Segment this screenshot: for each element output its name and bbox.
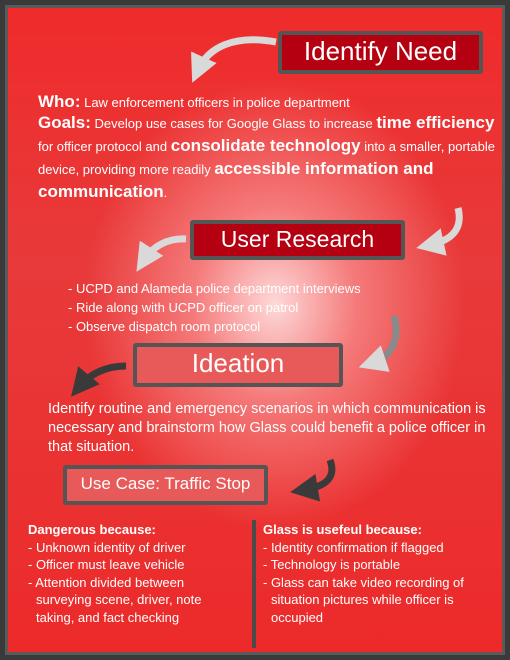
useful-heading: Glass is usefeul because:: [263, 522, 422, 537]
list-item: - Unknown identity of driver: [28, 539, 186, 555]
arrow-research-to-items: [136, 235, 187, 272]
flow-arrows: [71, 36, 463, 502]
who-label: Who:: [38, 92, 81, 111]
list-item: - Attention divided between surveying sc…: [28, 574, 202, 625]
useful-list: - Identity confirmation if flagged - Tec…: [263, 539, 498, 627]
ideation-description: Identify routine and emergency scenarios…: [48, 401, 486, 455]
goal-time-efficiency: time efficiency: [376, 113, 495, 132]
list-item: - Officer must leave vehicle: [28, 557, 185, 572]
useful-column: Glass is usefeul because: - Identity con…: [263, 521, 498, 626]
dangerous-column: Dangerous because: - Unknown identity of…: [28, 521, 243, 626]
who-text: Law enforcement officers in police depar…: [80, 95, 350, 110]
goal-accessible-information: accessible information and communication: [38, 159, 434, 201]
list-item: - Glass can take video recording of situ…: [263, 574, 464, 625]
goals-paragraph: Goals: Develop use cases for Google Glas…: [38, 113, 495, 201]
dangerous-list: - Unknown identity of driver - Officer m…: [28, 539, 243, 627]
goal-consolidate-technology: consolidate technology: [170, 136, 361, 155]
goals-label: Goals:: [38, 113, 91, 132]
stage-user-research: User Research: [190, 220, 405, 260]
stage-use-case: Use Case: Traffic Stop: [63, 465, 268, 505]
research-list: - UCPD and Alameda police department int…: [68, 279, 361, 336]
list-item: - Identity confirmation if flagged: [263, 539, 444, 555]
who-line: Who: Law enforcement officers in police …: [38, 92, 350, 112]
stage-identify-need: Identify Need: [278, 31, 483, 74]
arrow-items-to-ideation: [358, 315, 400, 372]
list-item: - Technology is portable: [263, 557, 401, 572]
list-item: - Ride along with UCPD officer on patrol: [68, 300, 299, 315]
arrow-goals-to-research: [416, 207, 463, 256]
stage-ideation: Ideation: [133, 343, 343, 387]
arrow-text-to-usecase: [290, 458, 336, 502]
arrow-identify-to-who: [191, 36, 277, 83]
list-item: - Observe dispatch room protocol: [68, 319, 261, 334]
poster-frame: Identify Need Who: Law enforcement offic…: [5, 5, 505, 655]
column-divider: [252, 520, 256, 648]
dangerous-heading: Dangerous because:: [28, 522, 156, 537]
arrow-ideation-to-text: [71, 362, 127, 397]
list-item: - UCPD and Alameda police department int…: [68, 281, 361, 296]
